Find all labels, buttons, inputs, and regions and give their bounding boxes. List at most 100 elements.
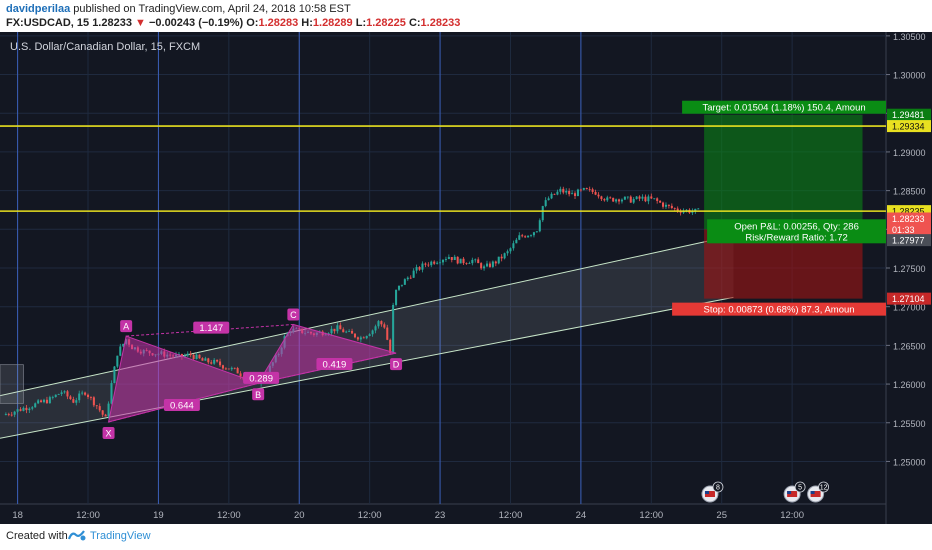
candle-up <box>213 358 216 365</box>
candle-down <box>216 359 219 363</box>
y-tick-label: 1.26500 <box>893 341 926 351</box>
author-link[interactable]: davidperilaa <box>6 3 71 15</box>
candle-down <box>380 320 383 327</box>
candle-up <box>365 335 368 340</box>
y-tick-label: 1.29000 <box>893 148 926 158</box>
candle-up <box>474 258 477 263</box>
economic-event-icon[interactable]: 8 <box>701 481 724 503</box>
candle-down <box>521 233 524 238</box>
pattern-ratio-label[interactable]: 0.644 <box>163 398 200 412</box>
down-arrow-icon: ▼ <box>135 17 146 29</box>
candle-up <box>529 234 533 238</box>
candle-down <box>456 256 459 265</box>
candle-down <box>450 256 453 263</box>
candle-down <box>66 389 69 400</box>
candle-down <box>609 196 612 199</box>
y-tick-label: 1.30500 <box>893 32 926 42</box>
candle-up <box>559 186 562 195</box>
candle-up <box>453 254 456 261</box>
candle-up <box>635 196 638 200</box>
price-axis[interactable] <box>886 32 932 524</box>
candle-up <box>606 195 609 202</box>
candle-up <box>653 198 656 200</box>
candle-up <box>623 196 626 201</box>
candle-down <box>104 413 107 417</box>
svg-text:1.29481: 1.29481 <box>892 110 925 120</box>
candle-up <box>527 235 530 238</box>
candle-up <box>576 188 579 197</box>
svg-text:0.644: 0.644 <box>170 400 194 411</box>
economic-event-icon[interactable]: 5 <box>783 481 806 503</box>
candle-up <box>371 329 374 337</box>
ohlc-line: FX:USDCAD, 15 1.28233 ▼ −0.00243 (−0.19%… <box>6 17 460 29</box>
close-label: C: <box>408 17 421 29</box>
stop-label[interactable]: Stop: 0.00873 (0.68%) 87.3, Amoun <box>672 302 886 316</box>
svg-text:Open P&L: 0.00256, Qty: 286: Open P&L: 0.00256, Qty: 286 <box>734 221 859 232</box>
candle-up <box>412 268 415 279</box>
candle-down <box>477 257 480 264</box>
candle-up <box>518 232 521 241</box>
candle-down <box>362 336 365 339</box>
candle-up <box>544 197 547 208</box>
candle-down <box>488 261 491 268</box>
high-label: H: <box>301 17 313 29</box>
x-tick-label: 12:00 <box>76 510 100 521</box>
candle-down <box>418 266 421 271</box>
range-box <box>0 364 24 404</box>
pattern-ratio-label[interactable]: 1.147 <box>193 321 230 335</box>
svg-text:B: B <box>255 390 261 400</box>
candle-up <box>497 256 500 265</box>
candle-down <box>207 357 210 365</box>
candle-up <box>78 390 81 403</box>
pattern-ratio-label[interactable]: 0.289 <box>243 371 280 385</box>
candle-down <box>597 192 600 199</box>
candle-up <box>195 352 198 360</box>
candle-up <box>395 289 398 307</box>
close-value: 1.28233 <box>420 17 461 29</box>
price-axis-label: 01:33 <box>887 223 931 236</box>
candle-down <box>98 403 101 413</box>
pattern-point-x[interactable]: X <box>102 426 115 439</box>
pattern-point-c[interactable]: C <box>287 308 300 321</box>
candle-up <box>22 406 25 412</box>
candle-up <box>447 254 450 260</box>
candle-up <box>4 412 7 416</box>
candle-down <box>227 368 230 370</box>
candle-up <box>532 231 535 238</box>
pattern-ratio-label[interactable]: 0.419 <box>316 357 353 371</box>
y-tick-label: 1.30000 <box>893 71 926 81</box>
candle-down <box>19 407 22 412</box>
low-label: L: <box>355 17 367 29</box>
candle-down <box>224 367 227 371</box>
time-axis[interactable] <box>0 504 886 524</box>
candle-down <box>40 399 43 403</box>
candle-down <box>84 391 87 396</box>
candle-down <box>25 404 28 414</box>
x-tick-label: 12:00 <box>499 510 523 521</box>
candle-down <box>591 187 594 195</box>
candle-up <box>16 408 19 414</box>
target-zone[interactable] <box>704 114 863 230</box>
candle-up <box>28 407 31 414</box>
candle-up <box>348 329 351 333</box>
candle-up <box>615 198 618 204</box>
candle-up <box>13 410 16 418</box>
target-label[interactable]: Target: 0.01504 (1.18%) 150.4, Amoun <box>682 100 886 114</box>
candle-down <box>201 357 204 361</box>
pattern-point-d[interactable]: D <box>390 358 403 371</box>
candle-up <box>57 393 60 395</box>
candle-up <box>31 405 34 411</box>
price-chart[interactable]: X A B C D 1.147 0.644 0.289 0.419 Target: 0.0150… <box>0 32 932 524</box>
candle-down <box>656 197 659 204</box>
economic-event-icon[interactable]: 12 <box>807 481 829 503</box>
last-price: 1.28233 <box>92 17 132 29</box>
candle-up <box>441 259 445 266</box>
pattern-point-b[interactable]: B <box>252 388 265 401</box>
candle-up <box>374 324 377 334</box>
candle-up <box>582 187 585 191</box>
candle-up <box>506 249 509 256</box>
candle-down <box>427 262 430 267</box>
pattern-point-a[interactable]: A <box>120 320 133 333</box>
tradingview-brand-link[interactable]: TradingView <box>90 530 151 542</box>
